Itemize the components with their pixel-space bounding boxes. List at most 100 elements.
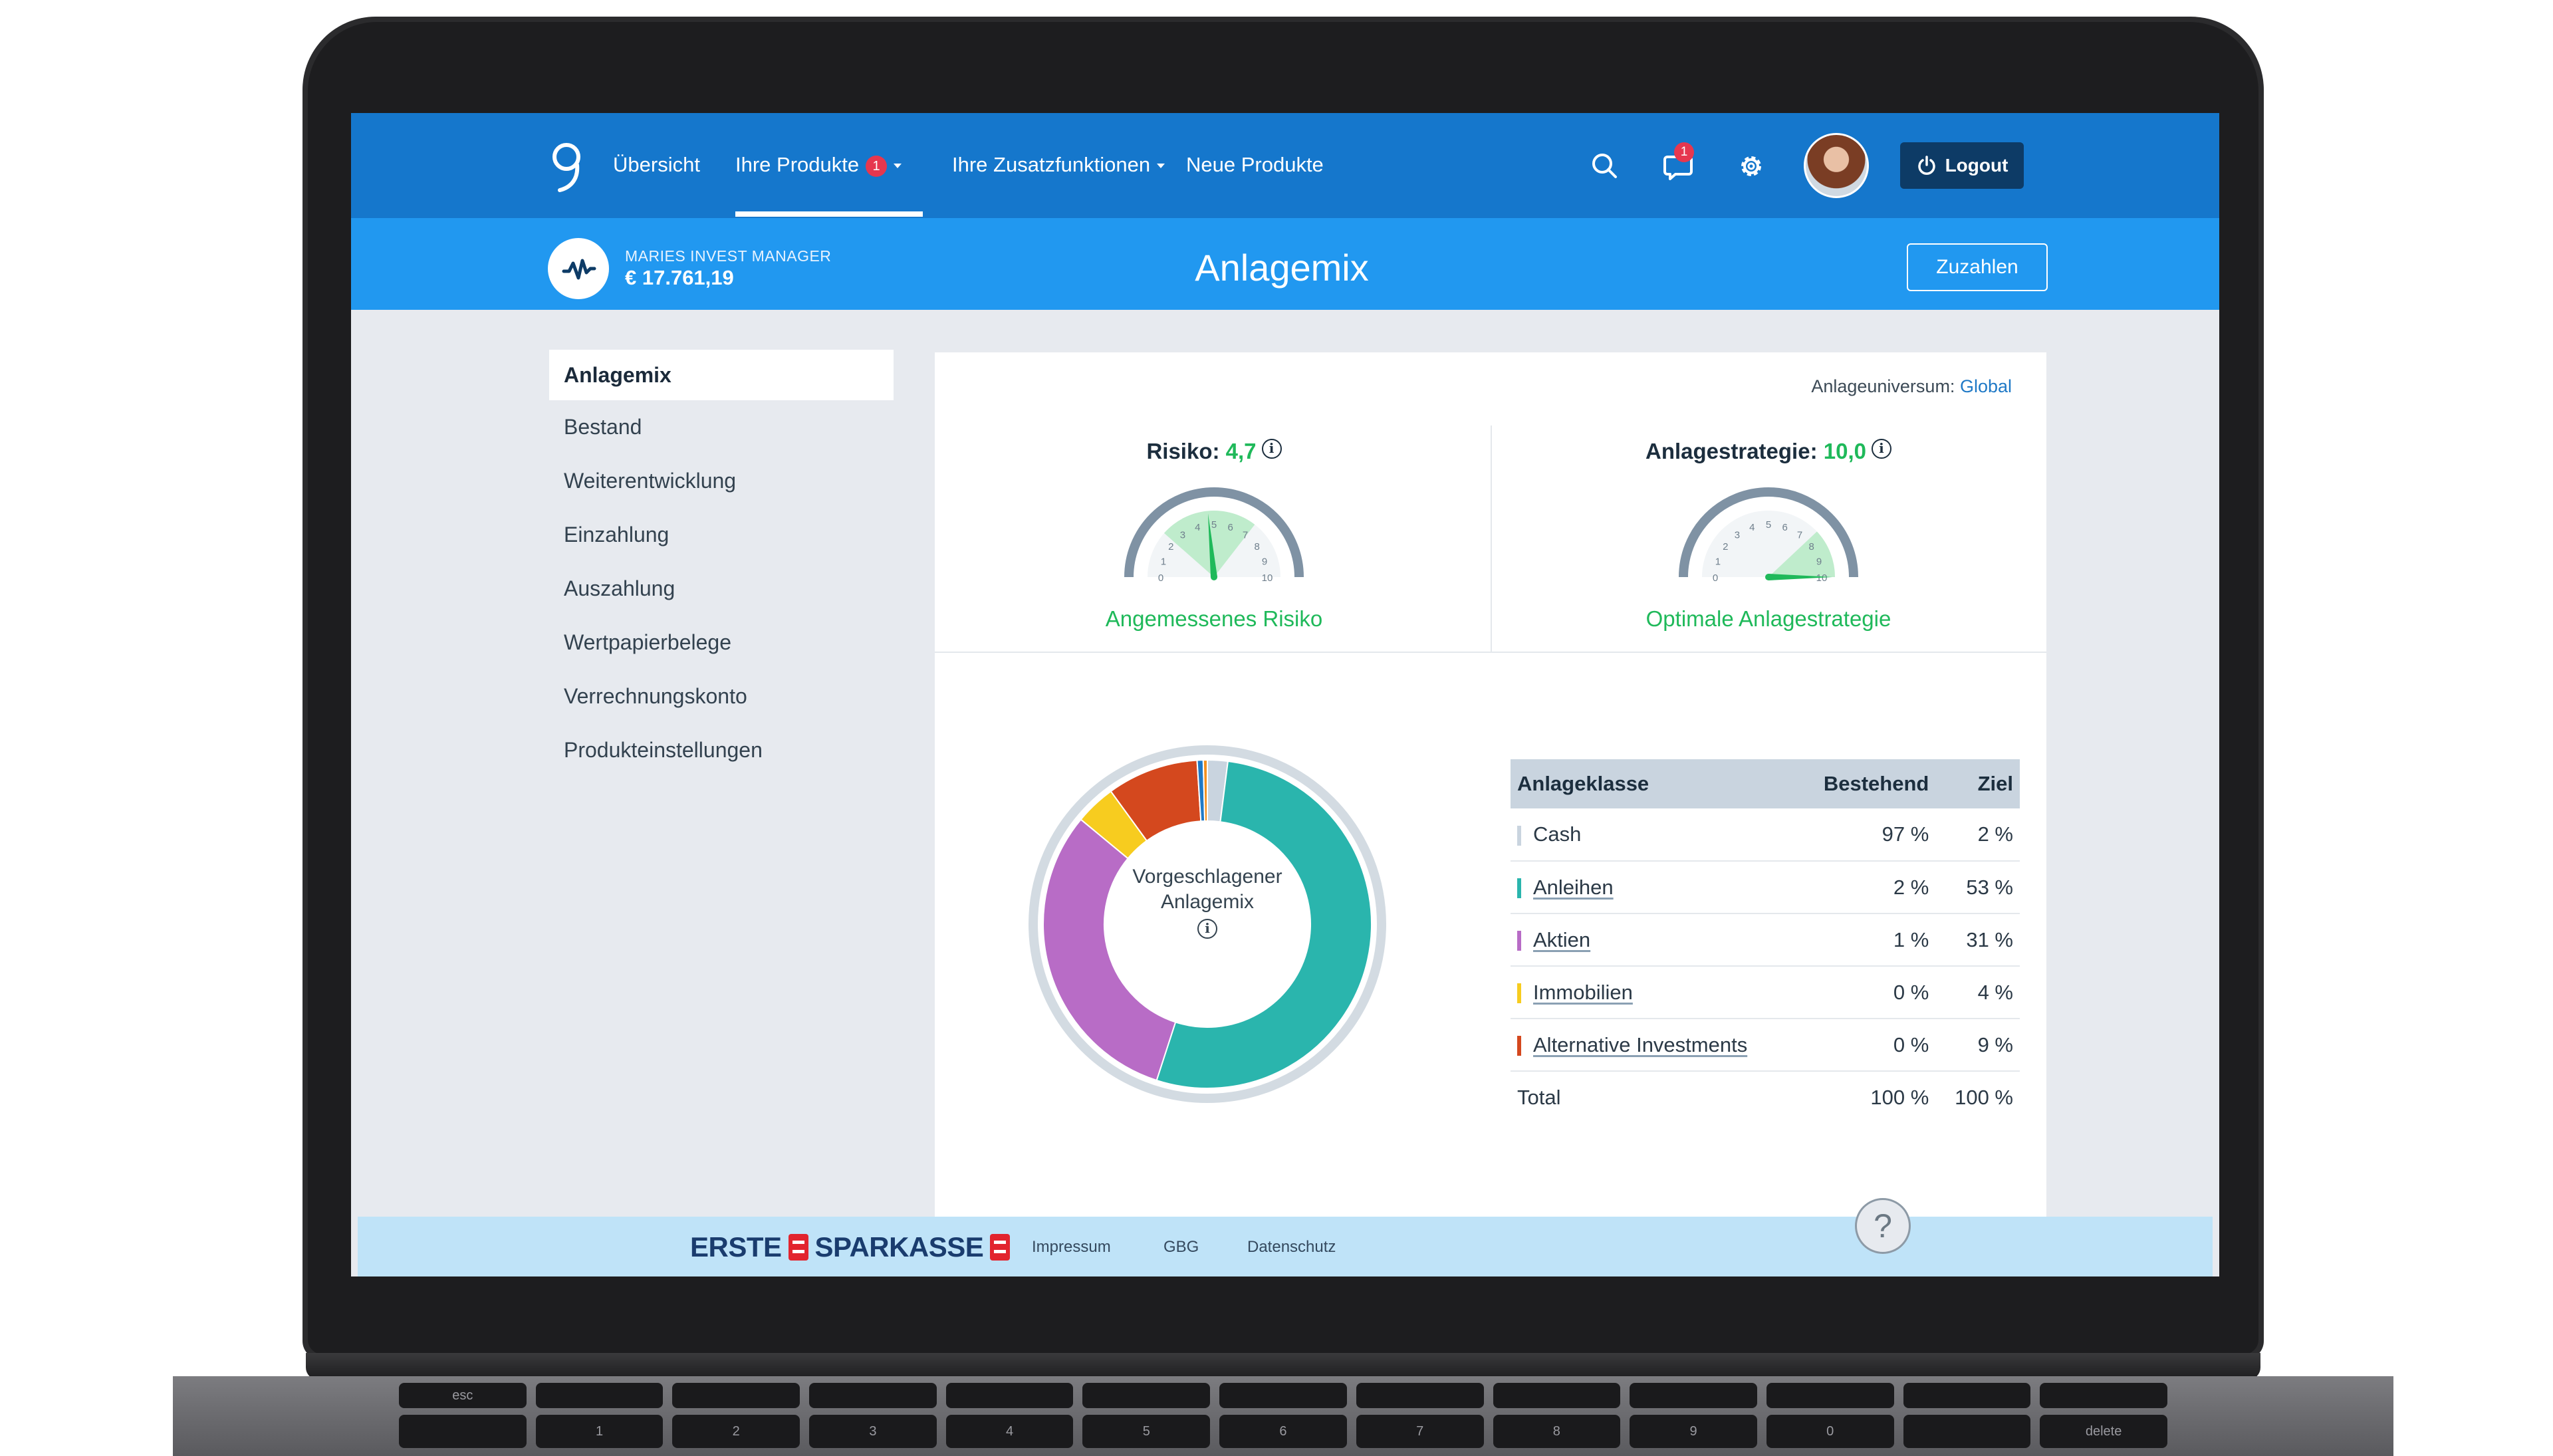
asset-class-link[interactable]: Immobilien [1533,980,1633,1004]
messages-badge: 1 [1674,142,1694,162]
key-esc: esc [399,1383,527,1408]
brand-part1: ERSTE [690,1231,782,1263]
target-cell: 31 % [1935,913,2020,967]
sidebar-item-verrechnungskonto[interactable]: Verrechnungskonto [564,684,747,708]
color-swatch [1517,825,1521,846]
target-cell: 53 % [1935,861,2020,914]
donut-center-line1: Vorgeschlagener [1132,866,1282,888]
strategy-gauge-hub [1765,574,1772,580]
donut-segment-anleihen[interactable] [1155,760,1372,1089]
key-9: 9 [1630,1415,1757,1448]
key-power [2040,1383,2167,1408]
key [809,1383,937,1408]
asset-class-cell: Alternative Investments [1511,1019,1796,1072]
chevron-down-icon [1157,164,1165,169]
asset-class-link[interactable]: Anleihen [1533,875,1614,899]
sidebar-item-bestand[interactable]: Bestand [564,415,642,439]
asset-class-cell: Immobilien [1511,966,1796,1019]
power-icon [1917,156,1935,175]
table-row: Immobilien 0 % 4 % [1511,966,2020,1019]
key-1: 1 [535,1415,664,1448]
nav-neue-produkte[interactable]: Neue Produkte [1186,153,1324,176]
chevron-down-icon [894,164,902,169]
sidebar-item-wertpapierbelege[interactable]: Wertpapierbelege [564,630,732,654]
strategy-gauge-tick-label: 7 [1797,529,1802,541]
risk-gauge-tick-label: 7 [1243,529,1248,541]
logout-button[interactable]: Logout [1900,142,2024,189]
footer-link-datenschutz[interactable]: Datenschutz [1247,1238,1336,1256]
donut-segment[interactable] [1202,759,1208,822]
strategy-gauge-tick-label: 2 [1723,541,1728,552]
footer-link-gbg[interactable]: GBG [1163,1238,1199,1256]
asset-class-link[interactable]: Alternative Investments [1533,1032,1748,1056]
sidebar-item-einzahlung[interactable]: Einzahlung [564,523,669,546]
strategy-gauge-tick-label: 6 [1782,522,1788,533]
key [1493,1383,1621,1408]
info-icon[interactable]: i [1871,439,1891,459]
sidebar-item-auszahlung[interactable]: Auszahlung [564,576,675,600]
divider [935,652,2046,653]
strategy-gauge-tick-label: 8 [1809,541,1814,552]
risk-gauge-outer-arc [1124,487,1304,578]
universe-value[interactable]: Global [1959,376,2012,396]
key-0: 0 [1766,1415,1894,1448]
key-8: 8 [1493,1415,1621,1448]
risk-gauge-needle [1207,513,1217,578]
current-cell: 0 % [1796,1019,1936,1072]
info-icon[interactable]: i [1261,439,1282,459]
footer: ERSTE SPARKASSE Impressum GBG Datenschut… [358,1198,2213,1276]
footer-link-impressum[interactable]: Impressum [1032,1238,1111,1256]
strategy-gauge-outer-arc [1679,487,1858,578]
gear-icon[interactable] [1733,148,1770,185]
risk-gauge-tick-label: 2 [1168,541,1173,552]
key-5: 5 [1082,1415,1211,1448]
nav-zusatzfunktionen[interactable]: Ihre Zusatzfunktionen [952,152,1165,178]
risk-value: 4,7 [1225,439,1257,463]
help-button[interactable]: ? [1855,1198,1911,1254]
avatar[interactable] [1804,133,1869,198]
sidebar-item-anlagemix[interactable]: Anlagemix [549,350,894,400]
search-icon[interactable] [1586,148,1624,185]
nav-uebersicht[interactable]: Übersicht [613,153,700,176]
sidebar-item-weiterentwicklung[interactable]: Weiterentwicklung [564,469,737,493]
george-logo-icon[interactable] [548,141,588,194]
investment-universe: Anlageuniversum: Global [1811,376,2012,397]
table-row: Anleihen 2 % 53 % [1511,861,2020,914]
info-icon[interactable]: i [1197,919,1217,939]
total-target: 100 % [1955,1086,2013,1109]
donut-segment-aktien[interactable] [1042,818,1177,1082]
product-icon-circle [548,238,609,299]
asset-class-link[interactable]: Aktien [1533,927,1591,951]
notification-badge: 1 [866,155,888,177]
strategy-label: Anlagestrategie: [1645,439,1818,463]
strategy-title: Anlagestrategie: 10,0 i [1569,439,1968,464]
risk-gauge-tick-label: 4 [1195,522,1200,533]
universe-label: Anlageuniversum: [1811,376,1955,396]
sidebar-item-produkteinstellungen[interactable]: Produkteinstellungen [564,738,763,762]
laptop-hinge [306,1353,2260,1380]
erste-sparkasse-logo: ERSTE SPARKASSE [690,1231,1011,1263]
divider [1491,425,1492,652]
target-cell: 9 % [1935,1019,2020,1072]
nav-zusatzfunktionen-label: Ihre Zusatzfunktionen [952,153,1151,176]
key [945,1383,1074,1408]
table-row: Cash 97 % 2 % [1511,808,2020,862]
nav-ihre-produkte[interactable]: Ihre Produkte 1 [735,152,902,178]
zuzahlen-button[interactable]: Zuzahlen [1907,243,2048,291]
strategy-gauge-tick-label: 5 [1766,519,1771,531]
strategy-gauge-needle [1768,574,1832,580]
color-swatch [1517,878,1521,899]
current-cell: 0 % [1796,966,1936,1019]
key [1356,1383,1484,1408]
nav-active-underline [735,211,923,217]
top-navigation: Übersicht Ihre Produkte 1 Ihre Zusatzfunk… [351,113,2219,218]
key [1903,1383,2031,1408]
key-7: 7 [1356,1415,1484,1448]
messages-button[interactable]: 1 [1659,142,1697,185]
current-cell: 1 % [1796,913,1936,967]
asset-class-cell: Aktien [1511,913,1796,967]
key [1082,1383,1211,1408]
risk-label: Risiko: [1146,439,1220,463]
